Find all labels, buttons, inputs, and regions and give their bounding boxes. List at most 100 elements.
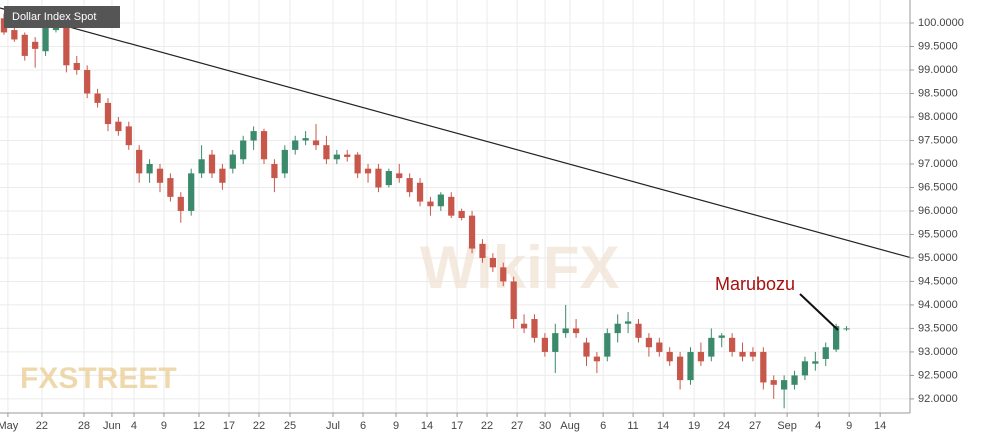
trend-line — [0, 7, 911, 259]
candle-body — [94, 93, 101, 103]
candle-body — [749, 351, 757, 357]
candle-body — [406, 178, 413, 193]
candle-body — [344, 154, 351, 157]
x-tick-label: Aug — [560, 420, 580, 432]
candle-body — [708, 337, 715, 357]
x-tick-label: 17 — [223, 420, 235, 432]
candle-body — [250, 131, 257, 141]
y-tick-label: 94.0000 — [918, 299, 958, 311]
x-tick-label: 17 — [451, 420, 463, 432]
y-tick-label: 100.0000 — [918, 17, 964, 29]
candle-body — [583, 342, 590, 357]
x-tick-label: 28 — [78, 420, 90, 432]
x-tick-label: 9 — [846, 420, 852, 432]
x-tick-label: Jul — [326, 420, 340, 432]
candle-body — [843, 328, 850, 330]
candle-body — [208, 154, 216, 174]
candle-body — [572, 328, 580, 334]
y-tick-label: 95.5000 — [918, 228, 958, 240]
candle-body — [739, 351, 746, 357]
candle-body — [437, 194, 444, 207]
x-tick-label: 14 — [421, 420, 433, 432]
y-tick-label: 99.0000 — [918, 64, 958, 76]
x-tick-label: 22 — [36, 420, 48, 432]
candle-body — [635, 323, 642, 338]
candle-body — [687, 351, 694, 381]
candle-body — [614, 323, 621, 334]
y-tick-label: 96.0000 — [918, 205, 958, 217]
x-tick-label: 22 — [481, 420, 493, 432]
y-tick-label: 96.5000 — [918, 181, 958, 193]
candle-body — [177, 196, 184, 211]
x-tick-label: 25 — [284, 420, 296, 432]
candle-body — [260, 131, 268, 160]
x-tick-label: 14 — [874, 420, 886, 432]
candle-body — [125, 126, 132, 146]
candle-body — [333, 154, 340, 160]
candle-body — [531, 319, 538, 338]
candle-body — [281, 149, 288, 174]
y-tick-label: 99.5000 — [918, 40, 958, 52]
candle-body — [833, 326, 840, 350]
candle-body — [219, 168, 226, 183]
x-tick-label: Jun — [103, 420, 121, 432]
candle-body — [812, 361, 819, 364]
candle-body — [32, 41, 39, 49]
x-tick-label: 30 — [539, 420, 551, 432]
y-tick-label: 92.0000 — [918, 393, 958, 405]
annotation: Marubozu — [715, 274, 795, 294]
candle-body — [42, 27, 49, 52]
x-tick-label: Sep — [777, 420, 797, 432]
candle-body — [396, 173, 403, 179]
candle-body — [791, 375, 798, 385]
y-tick-label: 93.5000 — [918, 322, 958, 334]
candle-body — [781, 380, 788, 390]
candle-body — [489, 257, 496, 268]
candle-body — [666, 351, 673, 362]
candle-body — [21, 34, 28, 56]
candle-body — [593, 356, 601, 362]
candle-body — [188, 173, 195, 211]
candle-body — [136, 149, 143, 174]
x-tick-label: 27 — [749, 420, 761, 432]
candle-body — [240, 140, 247, 160]
y-tick-label: 98.0000 — [918, 111, 958, 123]
candle-body — [52, 27, 60, 31]
candle-body — [416, 182, 424, 202]
x-tick-label: 14 — [657, 420, 669, 432]
candle-body — [645, 337, 653, 348]
y-tick-label: 92.5000 — [918, 369, 958, 381]
watermark: WikiFX — [420, 234, 619, 301]
candle-body — [427, 201, 434, 207]
candle-body — [541, 337, 548, 352]
x-tick-label: 11 — [627, 420, 638, 432]
candle-body — [728, 337, 736, 352]
candle-body — [385, 171, 392, 186]
chart-title: Dollar Index Spot — [12, 11, 96, 23]
candle-body — [84, 70, 91, 94]
x-tick-label: 22 — [253, 420, 265, 432]
y-tick-label: 93.0000 — [918, 346, 958, 358]
x-tick-label: 6 — [360, 420, 366, 432]
candle-body — [364, 168, 372, 174]
x-tick-label: 27 — [511, 420, 523, 432]
candle-body — [198, 159, 205, 174]
candle-body — [552, 333, 559, 352]
x-tick-label: 9 — [161, 420, 167, 432]
x-tick-label: 9 — [393, 420, 399, 432]
candle-body — [302, 138, 309, 141]
candle-body — [354, 154, 361, 174]
watermark: FXSTREET — [20, 362, 177, 395]
candle-body — [520, 323, 528, 329]
x-tick-label: 6 — [600, 420, 606, 432]
candle-body — [167, 178, 174, 197]
candle-body — [718, 335, 725, 338]
candle-body — [822, 347, 829, 359]
candle-body — [375, 168, 382, 188]
x-tick-label: 4 — [131, 420, 137, 432]
candle-body — [801, 361, 809, 376]
candle-body — [292, 140, 299, 150]
y-tick-label: 97.5000 — [918, 134, 958, 146]
